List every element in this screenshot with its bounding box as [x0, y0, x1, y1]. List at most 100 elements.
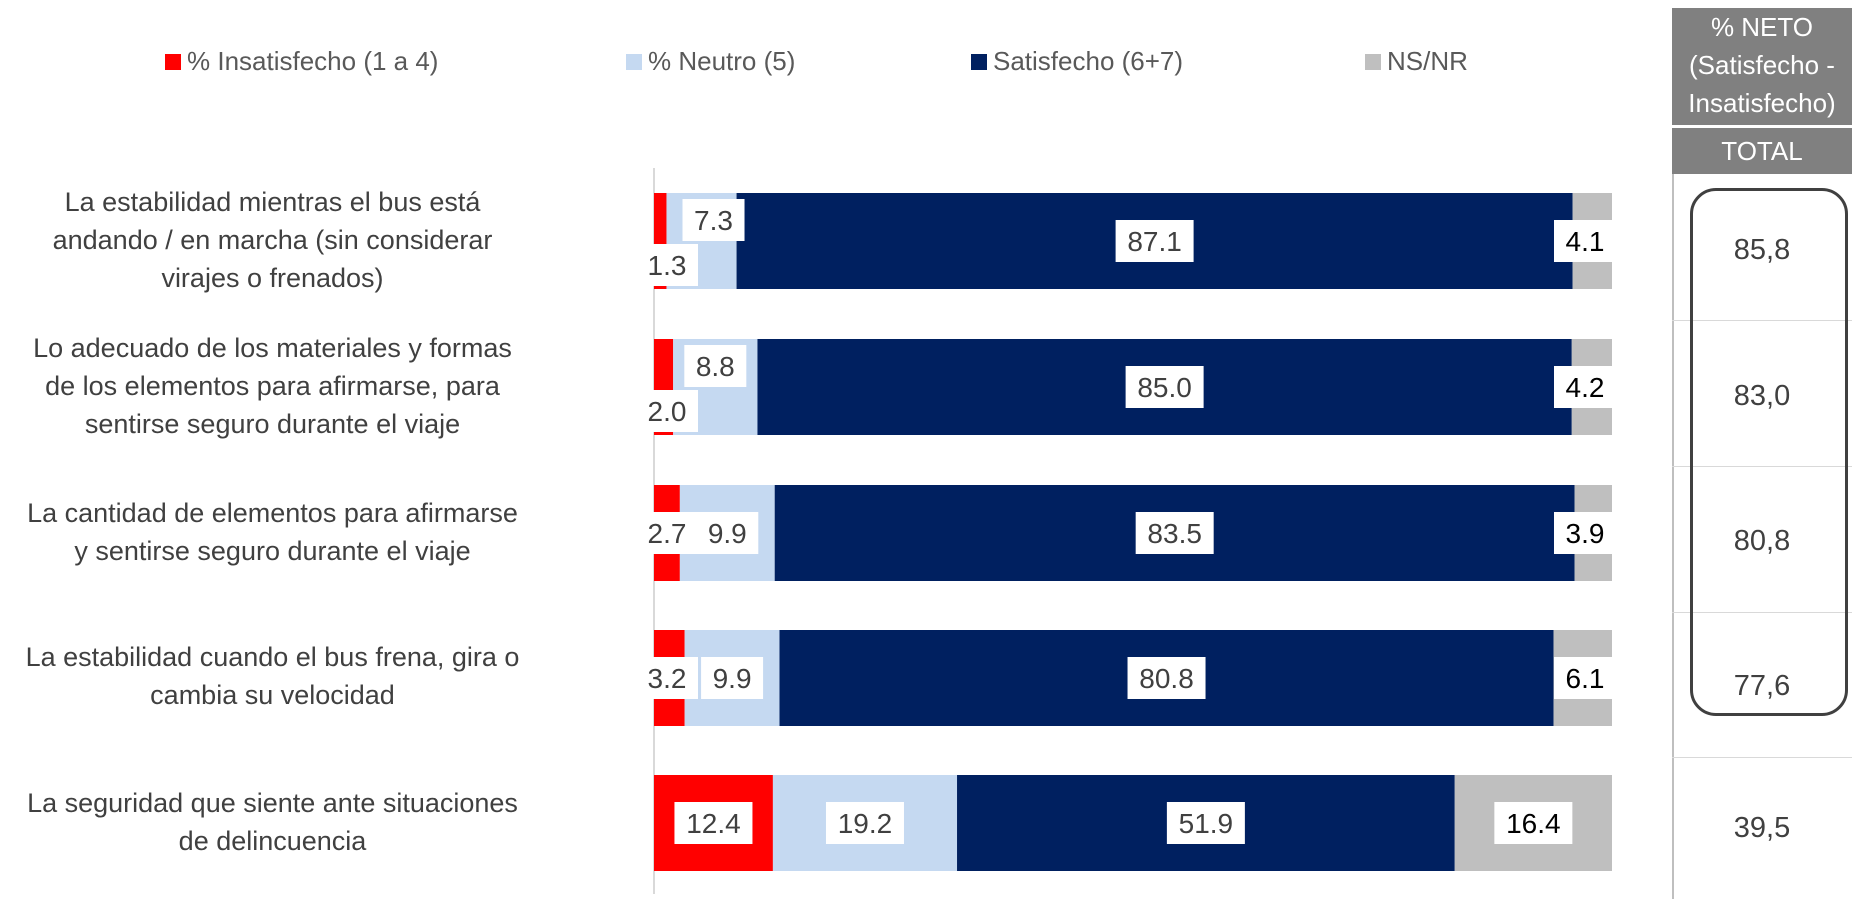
- value-label-bg: [1115, 220, 1194, 262]
- value-label-bg: [825, 802, 904, 844]
- legend-item-nsnr: NS/NR: [1365, 46, 1468, 77]
- value-label-bg: [696, 512, 759, 554]
- value-label-text: 6.1: [1566, 663, 1605, 694]
- value-label-text: 83.5: [1147, 518, 1202, 549]
- category-label-5-line-1: La seguridad que siente ante situaciones: [27, 788, 518, 818]
- value-label-neutro-5: 19.2: [825, 802, 904, 844]
- value-label-bg: [684, 345, 747, 387]
- value-label-nsnr-5: 16.4: [1494, 802, 1573, 844]
- category-label-3-line-2: y sentirse seguro durante el viaje: [74, 536, 471, 566]
- value-label-text: 4.2: [1566, 372, 1605, 403]
- value-label-text: 19.2: [838, 808, 893, 839]
- legend-item-satisfecho: Satisfecho (6+7): [971, 46, 1183, 77]
- value-label-satisfecho-3: 83.5: [1135, 512, 1214, 554]
- net-score-value-2: 83,0: [1733, 380, 1791, 412]
- category-label-2-line-3: sentirse seguro durante el viaje: [84, 409, 461, 439]
- value-label-insatisfecho-3: 2.7: [636, 512, 698, 554]
- value-label-text: 2.7: [648, 518, 687, 549]
- chart-legend: % Insatisfecho (1 a 4) % Neutro (5) Sati…: [0, 46, 1560, 86]
- legend-swatch-insatisfecho: [165, 53, 181, 70]
- net-score-value-5: 39,5: [1733, 812, 1791, 844]
- value-label-nsnr-2: 4.2: [1554, 366, 1616, 408]
- value-label-text: 3.9: [1566, 518, 1605, 549]
- value-label-text: 1.3: [648, 250, 687, 281]
- value-label-nsnr-3: 3.9: [1554, 512, 1616, 554]
- net-score-header: % NETO (Satisfecho - Insatisfecho): [1672, 8, 1852, 125]
- net-score-highlight-box: [1690, 188, 1848, 716]
- legend-label-nsnr: NS/NR: [1387, 46, 1468, 76]
- value-label-text: 2.0: [648, 396, 687, 427]
- category-label-1-line-2: andando / en marcha (sin considerar: [52, 225, 493, 255]
- category-label-4-line-1: La estabilidad cuando el bus frena, gira…: [25, 642, 520, 672]
- value-label-nsnr-4: 6.1: [1554, 657, 1616, 699]
- value-label-text: 4.1: [1566, 226, 1605, 257]
- value-label-text: 7.3: [694, 205, 733, 236]
- value-label-bg: [636, 244, 698, 286]
- net-score-value-1: 85,8: [1733, 234, 1791, 266]
- value-label-bg: [1554, 512, 1616, 554]
- category-label-4: La estabilidad cuando el bus frena, gira…: [10, 638, 535, 714]
- value-label-bg: [636, 512, 698, 554]
- legend-swatch-satisfecho: [971, 53, 987, 70]
- net-score-panel: % NETO (Satisfecho - Insatisfecho) TOTAL…: [1672, 0, 1852, 899]
- value-label-bg: [1554, 220, 1616, 262]
- value-label-text: 8.8: [696, 351, 735, 382]
- legend-item-neutro: % Neutro (5): [626, 46, 795, 77]
- value-label-neutro-2: 8.8: [684, 345, 747, 387]
- value-label-insatisfecho-5: 12.4: [674, 802, 753, 844]
- net-score-value-3: 80,8: [1733, 525, 1791, 557]
- value-label-satisfecho-5: 51.9: [1166, 802, 1245, 844]
- net-row-divider: [1672, 612, 1852, 613]
- value-label-bg: [1135, 512, 1214, 554]
- category-label-4-line-2: cambia su velocidad: [150, 680, 395, 710]
- value-label-neutro-3: 9.9: [696, 512, 759, 554]
- net-row-divider: [1672, 320, 1852, 321]
- legend-item-insatisfecho: % Insatisfecho (1 a 4): [165, 46, 438, 77]
- value-label-bg: [1166, 802, 1245, 844]
- value-label-text: 16.4: [1506, 808, 1561, 839]
- category-label-1: La estabilidad mientras el bus está anda…: [10, 183, 535, 297]
- value-label-bg: [636, 657, 698, 699]
- value-label-bg: [674, 802, 753, 844]
- value-label-satisfecho-1: 87.1: [1115, 220, 1194, 262]
- category-label-1-line-1: La estabilidad mientras el bus está: [64, 187, 481, 217]
- category-label-3: La cantidad de elementos para afirmarse …: [10, 494, 535, 570]
- stacked-bar-chart: 1.37.3 87.1 4.1 2.0 8.8 85.0 4.2 2.7 9.9 83.5 3.9 3…: [636, 168, 1616, 894]
- value-label-bg: [1494, 802, 1573, 844]
- value-label-text: 85.0: [1137, 372, 1192, 403]
- category-label-2-line-2: de los elementos para afirmarse, para: [45, 371, 500, 401]
- value-label-text: 87.1: [1127, 226, 1182, 257]
- value-label-text: 12.4: [686, 808, 741, 839]
- value-label-bg: [1125, 366, 1204, 408]
- net-row-divider: [1672, 466, 1852, 467]
- legend-swatch-nsnr: [1365, 53, 1381, 70]
- value-label-satisfecho-4: 80.8: [1127, 657, 1206, 699]
- legend-label-insatisfecho: % Insatisfecho (1 a 4): [187, 46, 439, 76]
- category-label-2: Lo adecuado de los materiales y formas d…: [10, 329, 535, 443]
- net-score-value-4: 77,6: [1733, 670, 1791, 702]
- value-label-insatisfecho-2: 2.0: [636, 390, 698, 432]
- value-label-neutro-1: 7.3: [682, 199, 745, 241]
- legend-label-neutro: % Neutro (5): [648, 46, 796, 76]
- value-label-insatisfecho-1: 1.3: [636, 244, 698, 286]
- value-label-bg: [701, 657, 764, 699]
- category-label-1-line-3: virajes o frenados): [161, 263, 384, 293]
- value-label-text: 80.8: [1139, 663, 1194, 694]
- value-label-satisfecho-2: 85.0: [1125, 366, 1204, 408]
- value-label-insatisfecho-4: 3.2: [636, 657, 698, 699]
- value-label-bg: [636, 390, 698, 432]
- category-label-5: La seguridad que siente ante situaciones…: [10, 784, 535, 860]
- value-label-bg: [1554, 657, 1616, 699]
- legend-label-satisfecho: Satisfecho (6+7): [993, 46, 1184, 76]
- category-label-5-line-2: de delincuencia: [178, 826, 367, 856]
- net-score-subheader: TOTAL: [1672, 128, 1852, 174]
- value-label-bg: [1554, 366, 1616, 408]
- value-label-text: 51.9: [1179, 808, 1234, 839]
- value-label-bg: [682, 199, 745, 241]
- value-label-text: 9.9: [708, 518, 747, 549]
- legend-swatch-neutro: [626, 53, 642, 70]
- value-label-neutro-4: 9.9: [701, 657, 764, 699]
- value-label-bg: [1127, 657, 1206, 699]
- value-label-text: 9.9: [713, 663, 752, 694]
- net-score-divider: [1672, 174, 1674, 899]
